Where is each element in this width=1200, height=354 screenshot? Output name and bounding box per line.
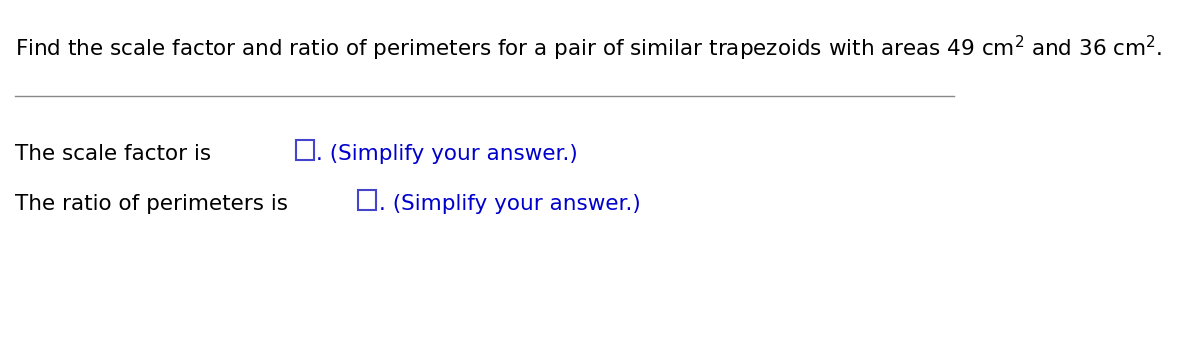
Text: The ratio of perimeters is: The ratio of perimeters is [14,194,294,214]
Text: Find the scale factor and ratio of perimeters for a pair of similar trapezoids w: Find the scale factor and ratio of perim… [14,34,1162,63]
Bar [359,190,376,210]
Text: . (Simplify your answer.): . (Simplify your answer.) [378,194,641,214]
Text: The scale factor is: The scale factor is [14,144,217,164]
Bar [296,140,314,160]
Text: . (Simplify your answer.): . (Simplify your answer.) [317,144,578,164]
